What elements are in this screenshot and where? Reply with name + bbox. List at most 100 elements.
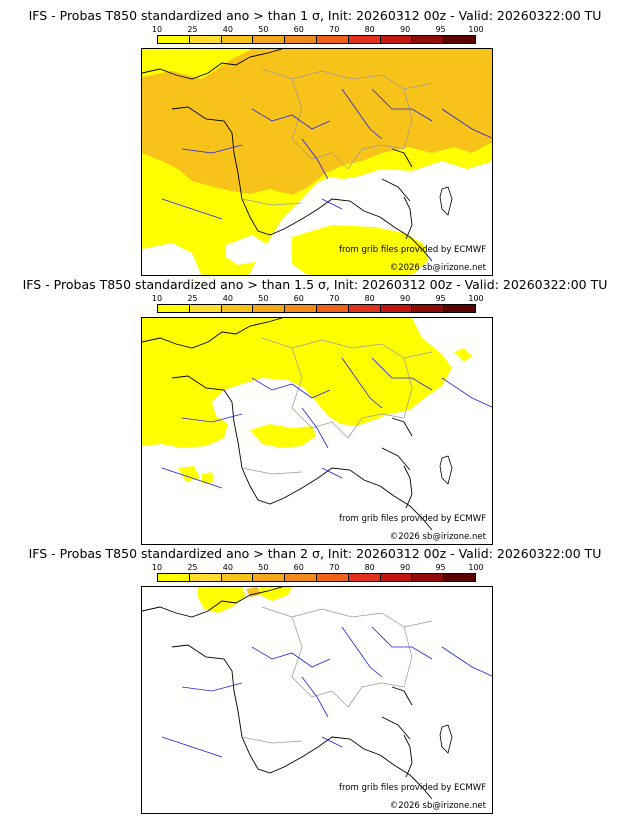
copyright-note: ©2026 sb@irizone.net <box>389 801 486 811</box>
panel-title: IFS - Probas T850 standardized ano > tha… <box>22 277 608 292</box>
legend-tick-label: 100 <box>468 25 484 34</box>
legend-tick-label: 90 <box>400 294 411 303</box>
data-source-note: from grib files provided by ECMWF <box>339 514 486 524</box>
legend-tick-label: 50 <box>258 563 269 572</box>
legend-tick-label: 100 <box>468 294 484 303</box>
legend-tick-label: 80 <box>364 294 375 303</box>
legend-swatch <box>348 574 381 581</box>
legend-tick-label: 25 <box>187 25 198 34</box>
probability-legend: 10 25 40 50 60 70 80 90 95 100 <box>152 563 484 585</box>
country-borders <box>241 606 433 744</box>
legend-swatch <box>221 36 254 43</box>
probability-map: from grib files provided by ECMWF ©2026 … <box>141 586 493 814</box>
legend-swatch <box>253 36 286 43</box>
legend-ticks: 10 25 40 50 60 70 80 90 95 100 <box>152 25 484 35</box>
forecast-panel-3: IFS - Probas T850 standardized ano > tha… <box>0 546 630 814</box>
probability-map: from grib files provided by ECMWF ©2026 … <box>141 317 493 545</box>
probability-legend: 10 25 40 50 60 70 80 90 95 100 <box>152 294 484 316</box>
legend-tick-label: 10 <box>151 25 163 34</box>
legend-tick-label: 40 <box>222 563 233 572</box>
probability-area-isolated <box>246 587 260 597</box>
data-source-note: from grib files provided by ECMWF <box>339 783 486 793</box>
legend-swatch <box>412 36 445 43</box>
legend-tick-label: 95 <box>435 563 446 572</box>
legend-colorbar <box>157 573 476 582</box>
legend-tick-label: 70 <box>329 563 340 572</box>
legend-tick-label: 60 <box>293 294 304 303</box>
data-source-note: from grib files provided by ECMWF <box>339 245 486 255</box>
legend-swatch <box>189 574 222 581</box>
legend-ticks: 10 25 40 50 60 70 80 90 95 100 <box>152 563 484 573</box>
forecast-panel-2: IFS - Probas T850 standardized ano > tha… <box>0 277 630 545</box>
no-probability-area-west <box>142 243 202 275</box>
island-corsica <box>439 186 453 216</box>
legend-swatch <box>316 36 349 43</box>
panel-title: IFS - Probas T850 standardized ano > tha… <box>28 546 602 561</box>
legend-swatch <box>158 574 190 581</box>
legend-tick-label: 50 <box>258 25 269 34</box>
legend-swatch <box>158 305 190 312</box>
legend-swatch <box>380 36 413 43</box>
legend-colorbar <box>157 304 476 313</box>
legend-swatch <box>316 305 349 312</box>
probability-map: from grib files provided by ECMWF ©2026 … <box>141 48 493 276</box>
probability-legend: 10 25 40 50 60 70 80 90 95 100 <box>152 25 484 47</box>
legend-tick-label: 40 <box>222 25 233 34</box>
legend-tick-label: 10 <box>151 563 163 572</box>
legend-swatch <box>189 36 222 43</box>
legend-swatch <box>285 305 317 312</box>
probability-area-main <box>198 587 292 613</box>
legend-swatch <box>316 574 349 581</box>
legend-tick-label: 90 <box>400 25 411 34</box>
forecast-panel-1: IFS - Probas T850 standardized ano > tha… <box>0 8 630 276</box>
country-borders <box>241 68 433 206</box>
legend-swatch <box>412 305 445 312</box>
legend-tick-label: 100 <box>468 563 484 572</box>
legend-tick-label: 60 <box>293 563 304 572</box>
copyright-note: ©2026 sb@irizone.net <box>389 263 486 273</box>
legend-swatch <box>380 574 413 581</box>
legend-tick-label: 70 <box>329 294 340 303</box>
legend-swatch <box>158 36 190 43</box>
no-probability-area <box>302 189 374 221</box>
legend-swatch <box>348 305 381 312</box>
legend-tick-label: 95 <box>435 25 446 34</box>
rivers <box>161 88 492 220</box>
island-corsica <box>439 724 453 754</box>
rivers <box>161 626 492 758</box>
legend-swatch <box>221 305 254 312</box>
coastline <box>142 49 433 262</box>
legend-swatch <box>444 36 475 43</box>
legend-ticks: 10 25 40 50 60 70 80 90 95 100 <box>152 294 484 304</box>
country-borders <box>241 337 433 475</box>
legend-tick-label: 80 <box>364 563 375 572</box>
legend-tick-label: 95 <box>435 294 446 303</box>
copyright-note: ©2026 sb@irizone.net <box>389 532 486 542</box>
coastline <box>142 318 433 531</box>
panel-title: IFS - Probas T850 standardized ano > tha… <box>28 8 602 23</box>
legend-swatch <box>285 574 317 581</box>
legend-swatch <box>253 574 286 581</box>
legend-swatch <box>221 574 254 581</box>
map-svg <box>142 49 492 275</box>
coastline <box>142 587 433 800</box>
rivers <box>161 357 492 489</box>
legend-tick-label: 50 <box>258 294 269 303</box>
legend-swatch <box>189 305 222 312</box>
island-corsica <box>439 455 453 485</box>
legend-swatch <box>412 574 445 581</box>
legend-tick-label: 90 <box>400 563 411 572</box>
map-svg <box>142 587 492 800</box>
probability-area-main <box>142 49 492 195</box>
legend-tick-label: 70 <box>329 25 340 34</box>
legend-swatch <box>380 305 413 312</box>
legend-tick-label: 80 <box>364 25 375 34</box>
legend-tick-label: 10 <box>151 294 163 303</box>
legend-tick-label: 40 <box>222 294 233 303</box>
legend-swatch <box>444 305 475 312</box>
legend-swatch <box>285 36 317 43</box>
no-probability-area-gulf <box>226 235 268 265</box>
legend-swatch <box>444 574 475 581</box>
probability-area-south <box>292 225 428 275</box>
legend-swatch <box>348 36 381 43</box>
